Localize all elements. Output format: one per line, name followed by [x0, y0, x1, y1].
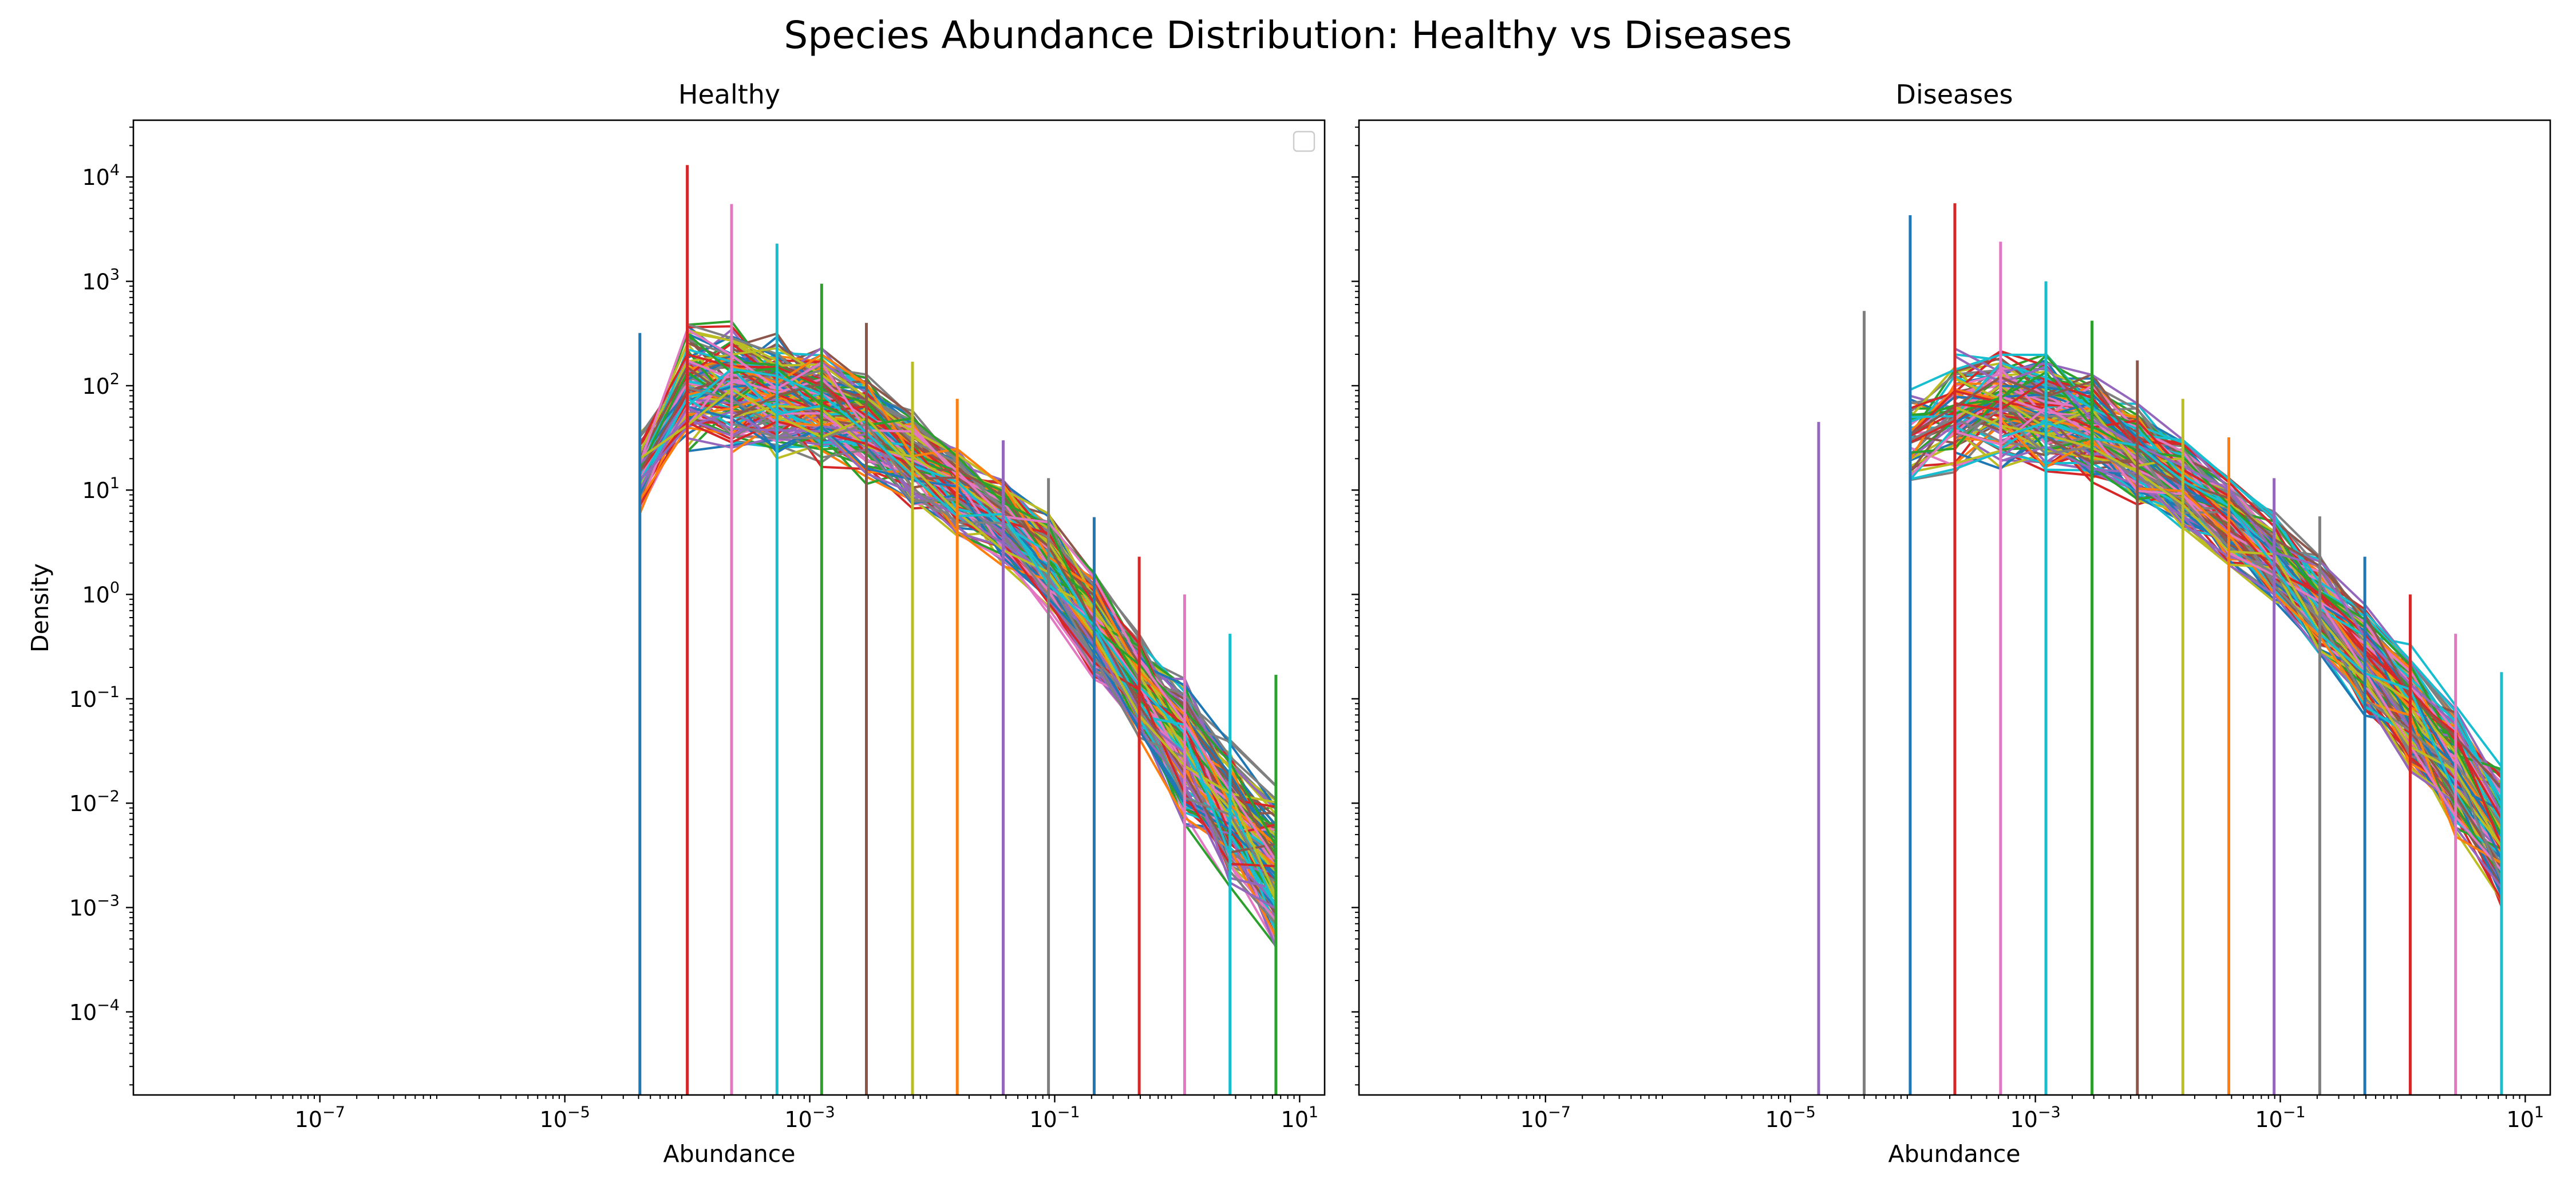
- density-series-line: [2000, 413, 2503, 881]
- x-axis-label-healthy: Abundance: [663, 1140, 796, 1168]
- density-series-line: [1910, 353, 2503, 808]
- x-tick-label: 101: [2507, 1104, 2545, 1132]
- x-tick-label: 10−1: [2255, 1104, 2305, 1132]
- y-tick-label: 10−4: [69, 997, 120, 1025]
- panel-healthy: Healthy 10−7 10−5 10−3 10−1 10110−410−310−21…: [26, 79, 1326, 1168]
- y-axis-label-healthy: Density: [26, 563, 54, 653]
- x-tick-label: 10−5: [1765, 1104, 1816, 1132]
- plot-area-diseases: [1817, 203, 2503, 1095]
- y-tick-label: 101: [82, 475, 120, 503]
- x-tick-label: 10−3: [2010, 1104, 2060, 1132]
- density-series-line: [1909, 376, 2503, 789]
- density-series-line: [1910, 354, 2502, 770]
- density-series-line: [687, 386, 1277, 925]
- panel-diseases: Diseases 10−7 10−5 10−3 10−1 101 Abundance: [1352, 79, 2551, 1168]
- density-series-line: [686, 333, 1277, 847]
- y-tick-label: 104: [82, 161, 120, 190]
- panel-title-diseases: Diseases: [1896, 79, 2013, 110]
- density-series-line: [687, 343, 1277, 848]
- panel-title-healthy: Healthy: [678, 79, 780, 110]
- x-tick-label: 10−7: [1520, 1104, 1571, 1132]
- x-tick-label: 10−3: [784, 1104, 835, 1132]
- y-tick-label: 102: [82, 370, 120, 399]
- legend-box-healthy[interactable]: [1293, 131, 1315, 152]
- y-tick-label: 10−3: [69, 892, 120, 921]
- y-tick-label: 103: [82, 266, 120, 295]
- x-axis-label-diseases: Abundance: [1888, 1140, 2021, 1168]
- x-tick-label: 10−5: [540, 1104, 590, 1132]
- axis-ticks-diseases: 10−7 10−5 10−3 10−1 101: [1352, 126, 2545, 1132]
- plot-area-healthy: [638, 165, 1278, 1095]
- y-tick-label: 10−2: [69, 788, 120, 816]
- axes-frame-diseases: [1358, 119, 2551, 1096]
- axis-ticks-healthy: 10−7 10−5 10−3 10−1 101 10−4 10−3 10−2 10−1 100 10…: [69, 126, 1319, 1132]
- x-tick-label: 101: [1281, 1104, 1319, 1132]
- x-tick-label: 10−1: [1029, 1104, 1080, 1132]
- axes-frame-healthy: [132, 119, 1326, 1096]
- y-tick-label: 100: [82, 579, 120, 608]
- density-series-line: [1910, 429, 2503, 869]
- x-tick-label: 10−7: [295, 1104, 345, 1132]
- density-series-line: [1910, 450, 2503, 869]
- figure-suptitle: Species Abundance Distribution: Healthy …: [784, 13, 1792, 57]
- y-tick-label: 10−1: [69, 683, 120, 712]
